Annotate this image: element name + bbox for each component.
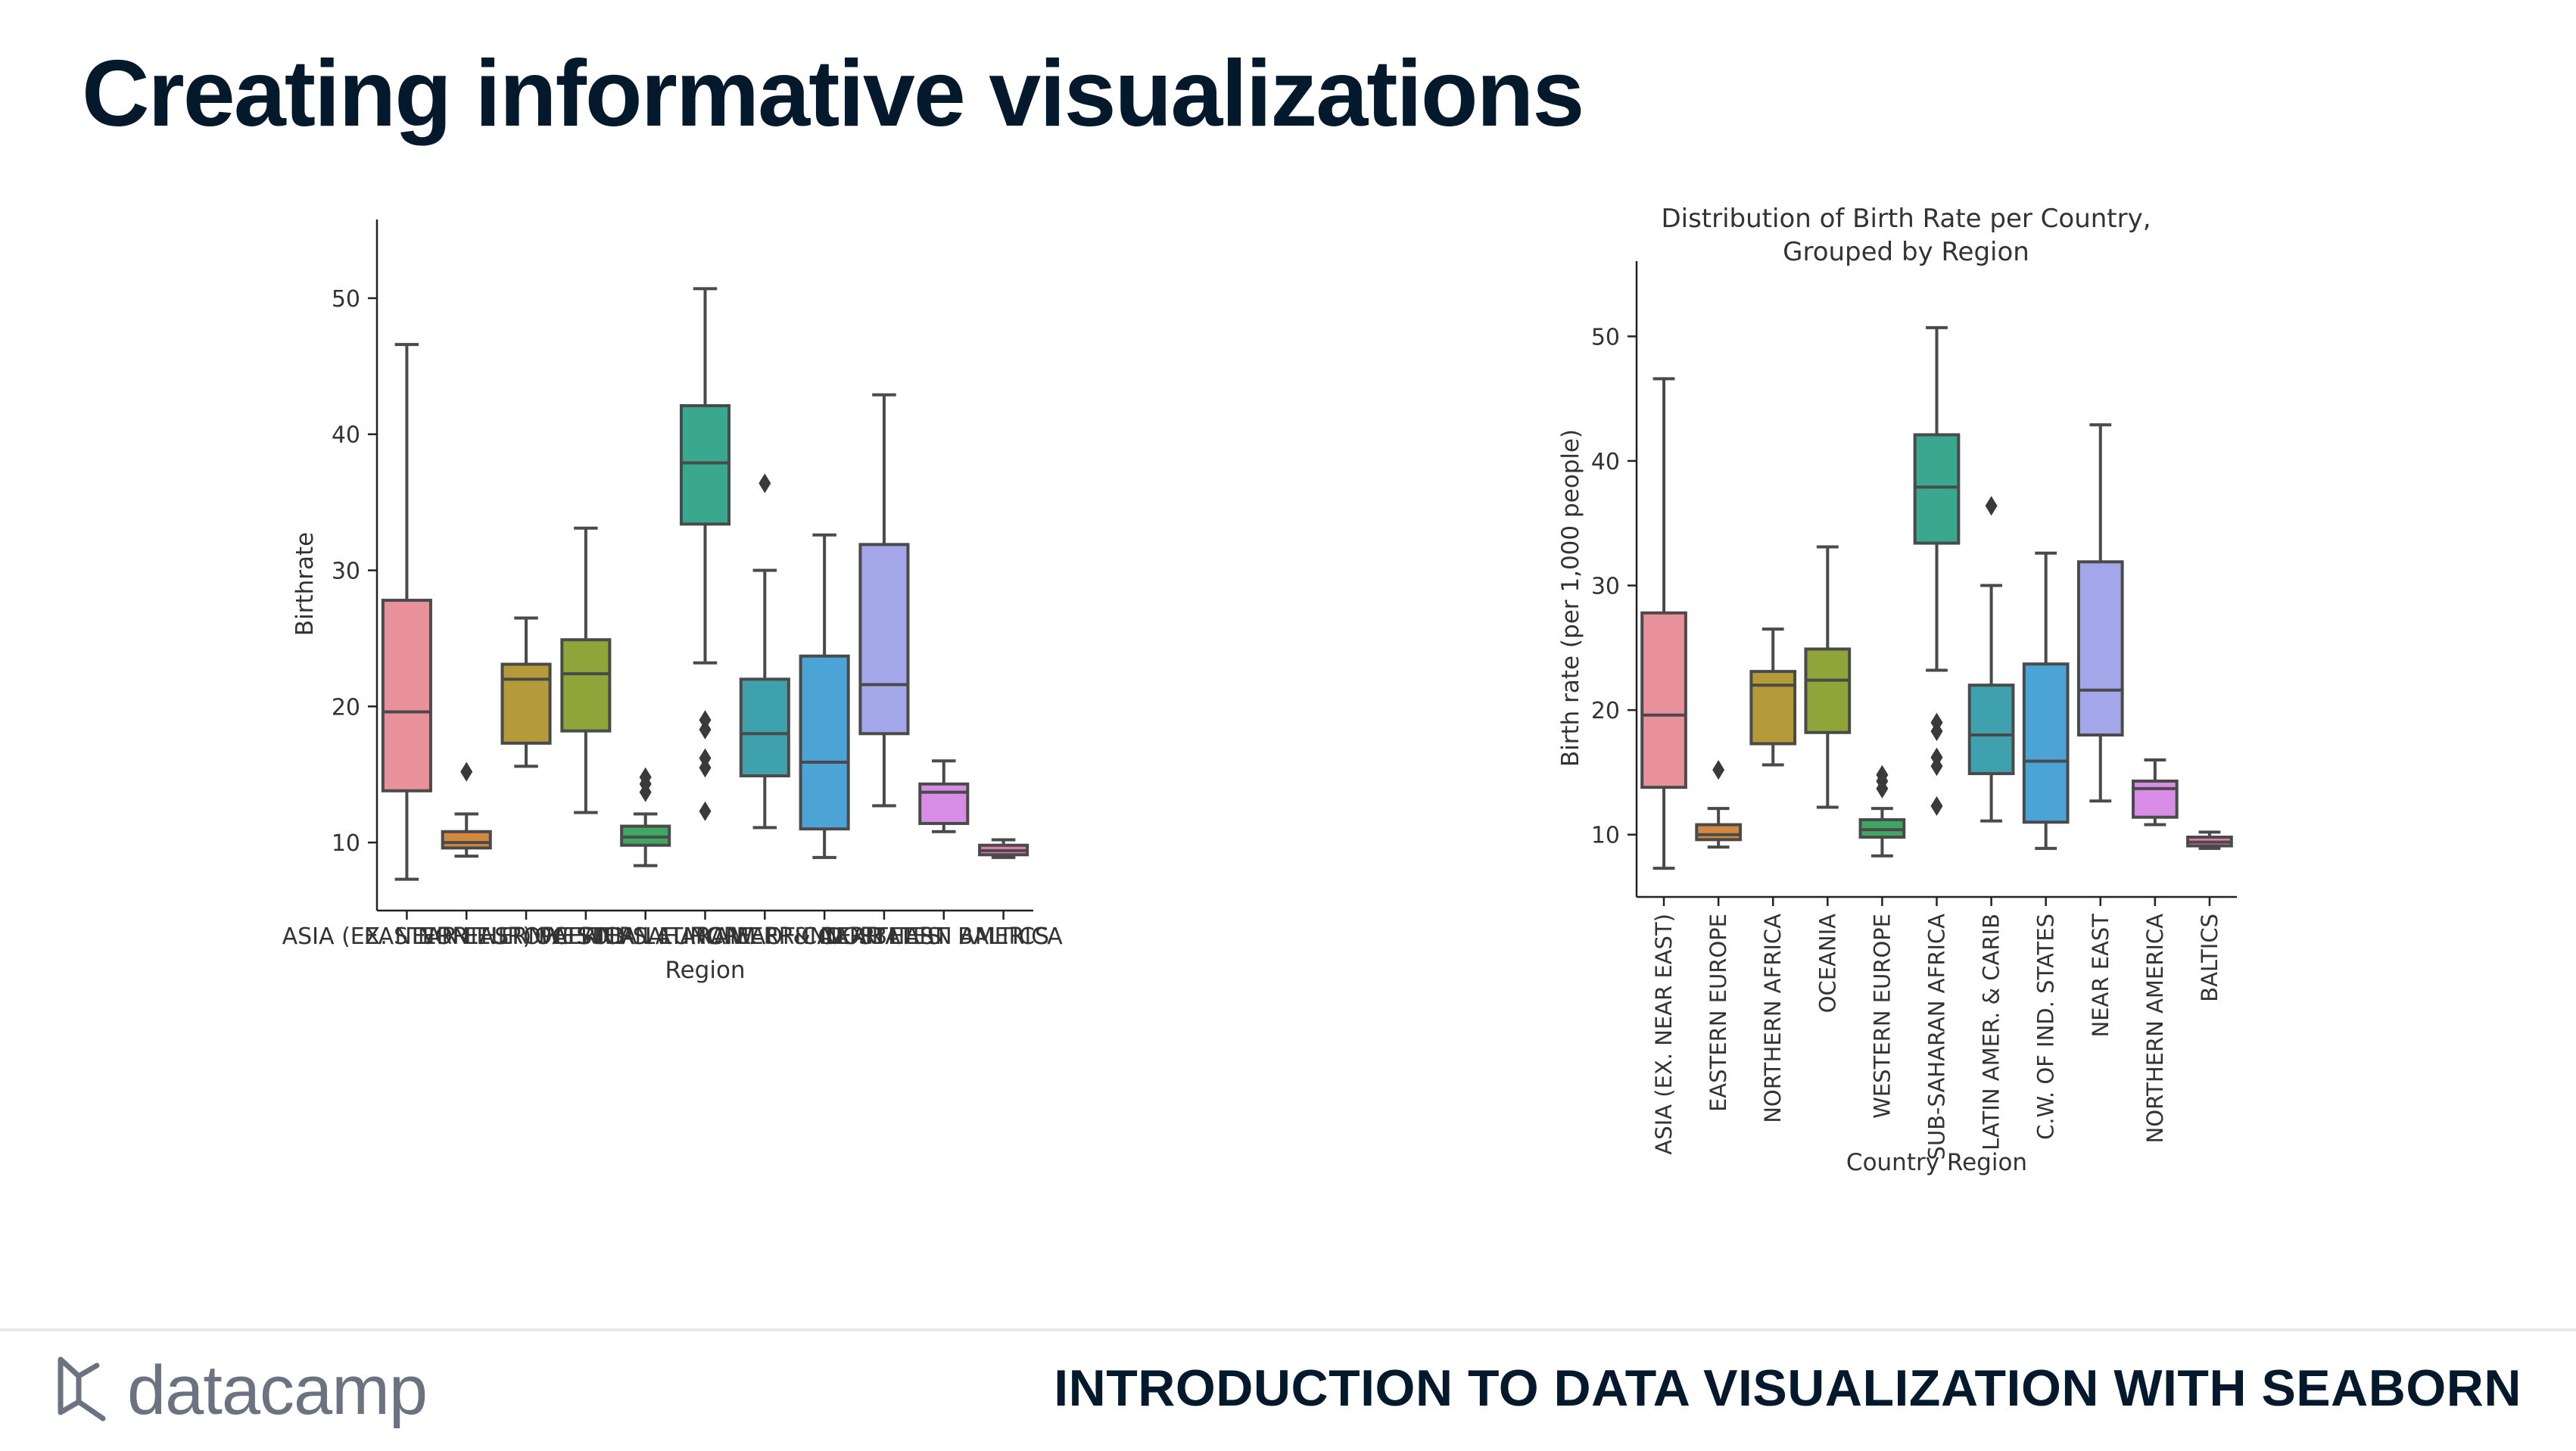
box-iqr: [381, 599, 432, 792]
box-group: [978, 838, 1029, 859]
outlier-point: [1712, 760, 1725, 780]
box-group: [858, 393, 910, 808]
box-group: [620, 767, 671, 867]
outlier-point: [1930, 712, 1943, 733]
box-group: [1749, 627, 1797, 767]
footer-course-title: INTRODUCTION TO DATA VISUALIZATION WITH …: [1054, 1359, 2521, 1417]
box-iqr: [858, 543, 910, 736]
x-axis-label: Country Region: [1846, 1149, 2027, 1176]
box-iqr: [1804, 647, 1852, 734]
box-iqr: [739, 677, 790, 778]
box-group: [381, 343, 432, 881]
chart-title-line: Grouped by Region: [1783, 237, 2029, 267]
x-tick-label: SUB-SAHARAN AFRICA: [578, 923, 833, 950]
box-group: [2132, 758, 2179, 827]
box-iqr: [1967, 683, 2015, 776]
y-tick-label: 50: [332, 286, 360, 313]
box-iqr: [918, 782, 970, 825]
y-tick-label: 10: [1591, 823, 1620, 849]
box-iqr: [500, 662, 552, 745]
x-tick-label: WESTERN EUROPE: [540, 923, 752, 950]
y-tick-label: 10: [332, 830, 360, 857]
outlier-point: [699, 748, 712, 768]
box-group: [739, 473, 790, 830]
x-tick-label: C.W. OF IND. STATES: [2033, 914, 2059, 1140]
y-tick-label: 20: [332, 694, 360, 721]
box-group: [1695, 760, 1742, 849]
y-tick-label: 20: [1591, 698, 1620, 724]
box-group: [1913, 325, 1961, 816]
box-group: [918, 759, 970, 833]
x-tick-label: OCEANIA: [534, 923, 637, 950]
x-tick-label: WESTERN EUROPE: [1869, 914, 1895, 1119]
x-tick-label: NORTHERN AFRICA: [1760, 914, 1786, 1123]
x-tick-label: NEAR EAST: [820, 923, 948, 950]
outlier-point: [460, 761, 473, 782]
x-tick-label: SUB-SAHARAN AFRICA: [1924, 914, 1950, 1160]
outlier-point: [699, 710, 712, 730]
outlier-point: [758, 473, 771, 494]
y-axis-label: Birth rate (per 1,000 people): [1557, 429, 1584, 767]
x-tick-label: LATIN AMER. & CARIB: [1979, 914, 2004, 1151]
y-tick-label: 40: [1591, 449, 1620, 475]
x-tick-label: NORTHERN AMERICA: [2142, 914, 2168, 1144]
x-tick-label: NEAR EAST: [2088, 914, 2113, 1038]
box-iqr: [560, 638, 612, 733]
box-group: [2022, 551, 2070, 850]
box-iqr: [1695, 823, 1742, 842]
x-tick-label: ASIA (EX. NEAR EAST): [1651, 914, 1677, 1155]
outlier-point: [639, 767, 652, 787]
x-tick-label: OCEANIA: [1814, 914, 1840, 1013]
datacamp-logo-icon: [58, 1356, 106, 1421]
box-iqr: [2022, 662, 2070, 824]
y-axis-label: Birthrate: [291, 532, 319, 636]
x-tick-label: EASTERN EUROPE: [1705, 914, 1731, 1112]
box-iqr: [1913, 433, 1961, 545]
chart-title-line: Distribution of Birth Rate per Country,: [1661, 204, 2151, 234]
box-iqr: [2132, 779, 2179, 819]
y-tick-label: 40: [332, 422, 360, 449]
outlier-point: [1876, 764, 1889, 785]
box-group: [2076, 423, 2124, 803]
page-title: Creating informative visualizations: [82, 42, 1584, 146]
box-group: [799, 533, 850, 859]
box-group: [500, 616, 552, 768]
box-iqr: [1749, 670, 1797, 746]
box-group: [441, 761, 492, 858]
outlier-point: [1930, 796, 1943, 816]
box-group: [1858, 764, 1906, 858]
x-tick-label: BALTICS: [2197, 914, 2222, 1002]
box-iqr: [2076, 560, 2124, 737]
box-group: [1967, 496, 2015, 823]
x-tick-label: EASTERN EUROPE: [364, 923, 569, 950]
y-tick-label: 30: [1591, 574, 1620, 600]
x-tick-label: BALTICS: [958, 923, 1049, 950]
x-tick-label: NORTHERN AFRICA: [418, 923, 635, 950]
box-group: [1804, 545, 1852, 809]
box-group: [1640, 377, 1687, 870]
box-group: [679, 287, 731, 821]
y-tick-label: 30: [332, 559, 360, 585]
x-axis-label: Region: [665, 957, 745, 984]
box-iqr: [679, 403, 731, 526]
x-tick-label: C.W. OF IND. STATES: [708, 923, 942, 950]
outlier-point: [1930, 747, 1943, 768]
y-tick-label: 50: [1591, 324, 1620, 350]
footer-brand-text: datacamp: [127, 1352, 428, 1429]
x-tick-label: ASIA (EX. NEAR EAST): [282, 923, 532, 950]
box-group: [560, 526, 612, 814]
footer-divider: [0, 1328, 2576, 1331]
x-tick-label: NORTHERN AMERICA: [825, 923, 1063, 950]
box-iqr: [799, 654, 850, 831]
x-tick-label: LATIN AMER. & CARIB: [642, 923, 887, 950]
outlier-point: [699, 801, 712, 821]
footer-logo: datacamp: [53, 1351, 428, 1431]
outlier-point: [1985, 496, 1998, 516]
box-group: [2186, 830, 2233, 850]
box-iqr: [1640, 611, 1687, 789]
